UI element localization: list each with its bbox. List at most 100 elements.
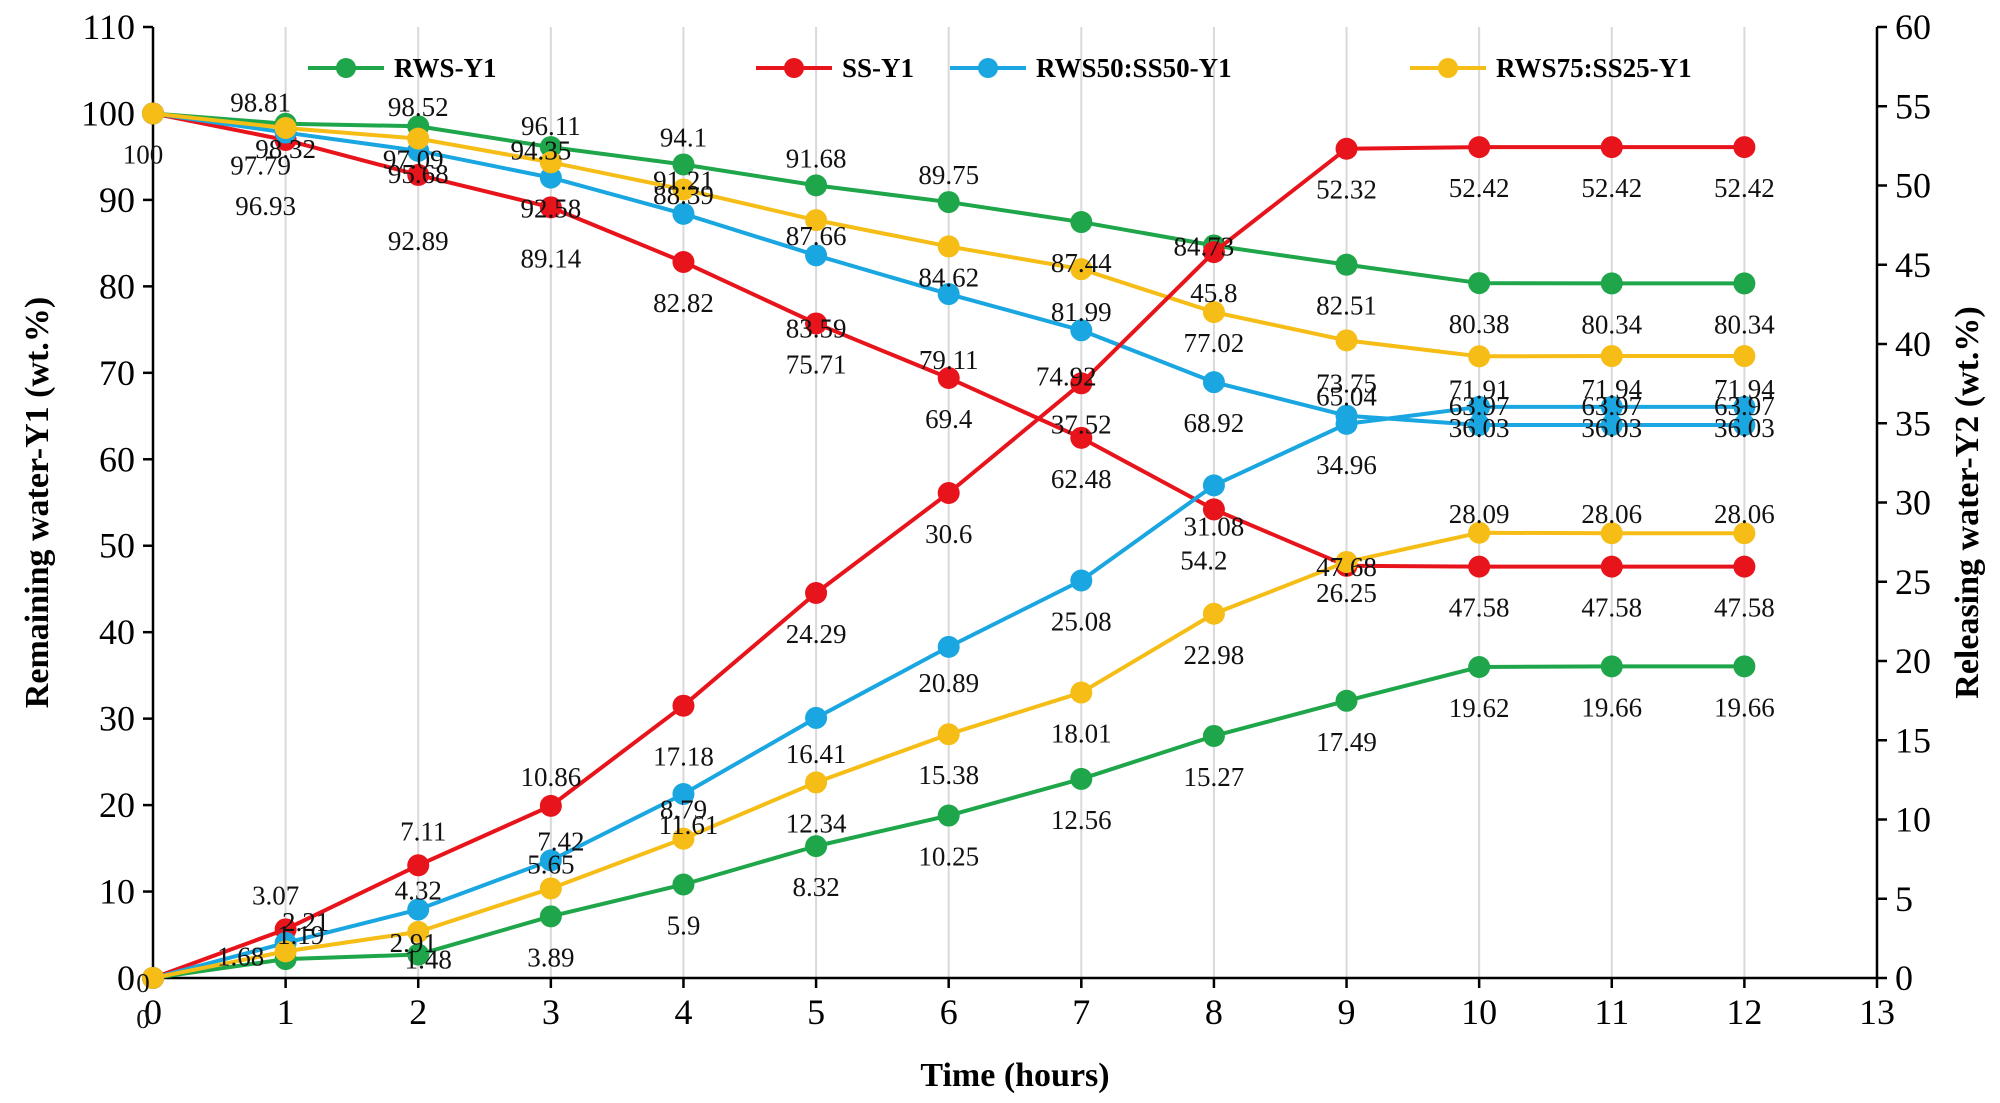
data-point-rws50-ss50-y2: [1468, 395, 1491, 418]
data-point-ss-y2: [407, 854, 430, 877]
data-label: 30.6: [925, 519, 972, 549]
data-label: 37.52: [1051, 409, 1112, 439]
data-label: 2.91: [390, 928, 437, 958]
y-left-tick-label: 10: [99, 872, 135, 912]
data-point-rws50-ss50-y2: [1600, 395, 1623, 418]
data-point-rws-y1: [1335, 253, 1358, 276]
y-right-tick-label: 25: [1895, 562, 1931, 602]
data-point-rws75-ss25-y2: [1202, 602, 1225, 625]
data-label: 17.49: [1316, 727, 1377, 757]
data-label: 52.32: [1316, 175, 1377, 205]
y-right-tick-label: 10: [1895, 800, 1931, 840]
data-point-rws-y2: [672, 873, 695, 896]
data-label: 94.35: [510, 135, 571, 165]
y-right-tick-label: 40: [1895, 324, 1931, 364]
data-label: 91.21: [653, 165, 714, 195]
data-label: 0: [136, 968, 150, 998]
data-label: 52.42: [1449, 173, 1510, 203]
data-point-ss-y2: [672, 694, 695, 717]
data-point-rws75-ss25-y1: [1335, 329, 1358, 352]
data-point-rws50-ss50-y1: [937, 283, 960, 306]
data-label: 28.06: [1581, 499, 1642, 529]
data-label: 75.71: [786, 349, 847, 379]
data-label: 20.89: [918, 668, 979, 698]
data-label: 28.06: [1714, 499, 1775, 529]
data-label: 82.51: [1316, 291, 1377, 321]
data-point-rws-y1: [1600, 272, 1623, 295]
x-tick-label: 12: [1726, 992, 1762, 1032]
data-label: 1.48: [405, 945, 452, 975]
data-point-rws50-ss50-y2: [1202, 474, 1225, 497]
data-label: 97.09: [383, 145, 444, 175]
data-point-rws50-ss50-y2: [937, 635, 960, 658]
data-point-rws50-ss50-y1: [672, 202, 695, 225]
data-point-rws75-ss25-y1: [407, 127, 430, 150]
data-label: 36.03: [1714, 413, 1775, 443]
data-point-rws-y2: [805, 835, 828, 858]
x-tick-label: 0: [144, 992, 162, 1032]
y-left-tick-label: 80: [99, 266, 135, 306]
data-point-rws50-ss50-y1: [1733, 413, 1756, 436]
data-point-rws75-ss25-y2: [672, 827, 695, 850]
data-point-rws75-ss25-y1: [1070, 258, 1093, 281]
x-tick-label: 6: [940, 992, 958, 1032]
data-point-rws75-ss25-y2: [805, 771, 828, 794]
data-label: 15.27: [1184, 762, 1245, 792]
data-point-rws50-ss50-y1: [1468, 413, 1491, 436]
y-left-tick-label: 20: [99, 785, 135, 825]
data-point-ss-y1: [672, 250, 695, 273]
data-point-rws75-ss25-y1: [1468, 345, 1491, 368]
data-label: 45.8: [1190, 278, 1237, 308]
data-label: 100: [123, 139, 164, 169]
legend-label-rws50-ss50-y1: RWS50:SS50-Y1: [1036, 53, 1232, 83]
data-label: 8.79: [660, 795, 707, 825]
x-tick-label: 9: [1338, 992, 1356, 1032]
data-label: 63.97: [1449, 391, 1510, 421]
data-point-ss-y1: [1733, 555, 1756, 578]
data-point-rws-y2: [1733, 655, 1756, 678]
legend-marker-rws-y1: [336, 58, 356, 78]
data-point-rws50-ss50-y2: [539, 849, 562, 872]
data-label: 80.34: [1581, 309, 1642, 339]
legend-label-rws75-ss25-y1: RWS75:SS25-Y1: [1496, 53, 1692, 83]
data-label: 11.61: [659, 810, 719, 840]
data-point-rws50-ss50-y1: [1070, 319, 1093, 342]
y-left-tick-label: 100: [81, 93, 135, 133]
y-right-tick-label: 60: [1895, 7, 1931, 47]
data-point-rws75-ss25-y1: [1202, 301, 1225, 324]
y-right-tick-label: 15: [1895, 720, 1931, 760]
data-point-rws-y1: [539, 136, 562, 159]
data-label: 12.56: [1051, 805, 1112, 835]
data-label: 7.42: [537, 826, 584, 856]
data-label: 62.48: [1051, 464, 1112, 494]
data-label: 79.11: [919, 345, 979, 375]
y-left-tick-label: 0: [117, 958, 135, 998]
data-label: 26.25: [1316, 578, 1377, 608]
data-point-rws75-ss25-y2: [1468, 521, 1491, 544]
data-label: 88.39: [653, 180, 714, 210]
data-point-ss-y2: [1070, 372, 1093, 395]
data-label: 73.75: [1316, 368, 1377, 398]
data-label: 31.08: [1184, 511, 1245, 541]
data-point-ss-y2: [1202, 241, 1225, 264]
x-axis-title: Time (hours): [920, 1057, 1109, 1094]
data-label: 7.11: [400, 816, 446, 846]
data-point-rws75-ss25-y2: [1600, 522, 1623, 545]
data-label: 77.02: [1184, 328, 1245, 358]
data-label: 74.92: [1036, 361, 1097, 391]
x-tick-label: 7: [1072, 992, 1090, 1032]
y-left-axis-title: Remaining water-Y1 (wt.%): [19, 297, 56, 708]
data-label: 91.68: [786, 143, 847, 173]
data-label: 34.96: [1316, 450, 1377, 480]
data-point-ss-y1: [407, 163, 430, 186]
data-point-ss-y2: [1600, 136, 1623, 159]
data-label: 84.62: [918, 262, 979, 292]
data-label: 15.38: [918, 760, 979, 790]
legend-label-ss-y1: SS-Y1: [842, 53, 914, 83]
data-label: 98.81: [230, 88, 291, 118]
x-tick-label: 5: [807, 992, 825, 1032]
y-left-tick-label: 30: [99, 699, 135, 739]
data-point-rws75-ss25-y1: [805, 209, 828, 232]
data-label: 94.1: [660, 122, 707, 152]
